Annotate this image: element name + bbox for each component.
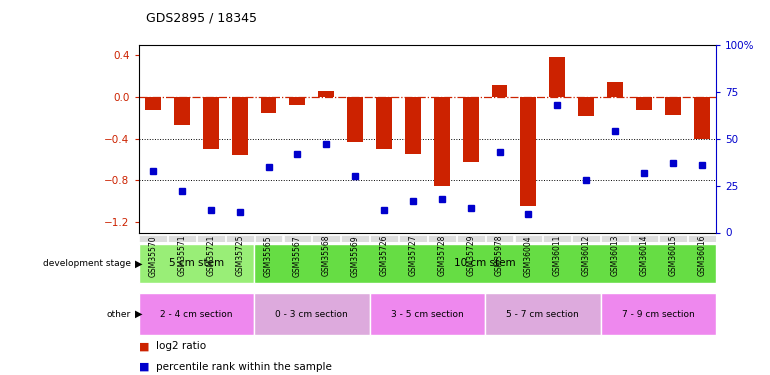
Text: GSM35569: GSM35569	[350, 235, 360, 277]
Bar	[260, 97, 276, 113]
Text: GSM36014: GSM36014	[639, 235, 648, 276]
FancyBboxPatch shape	[255, 235, 283, 242]
FancyBboxPatch shape	[313, 235, 340, 242]
FancyBboxPatch shape	[197, 235, 225, 242]
FancyBboxPatch shape	[283, 235, 311, 242]
Bar	[376, 97, 392, 149]
FancyBboxPatch shape	[601, 293, 716, 335]
FancyBboxPatch shape	[399, 235, 427, 242]
Bar	[463, 97, 479, 162]
Text: GSM36016: GSM36016	[697, 235, 706, 276]
Text: GSM36015: GSM36015	[668, 235, 678, 276]
FancyBboxPatch shape	[572, 235, 600, 242]
Bar	[694, 97, 710, 139]
Text: GSM35726: GSM35726	[380, 235, 389, 276]
FancyBboxPatch shape	[428, 235, 456, 242]
Text: GSM36013: GSM36013	[611, 235, 620, 276]
FancyBboxPatch shape	[486, 235, 514, 242]
FancyBboxPatch shape	[688, 235, 715, 242]
Text: 10 cm stem: 10 cm stem	[454, 258, 516, 268]
Text: GSM35727: GSM35727	[408, 235, 417, 276]
Text: GSM35725: GSM35725	[235, 235, 244, 276]
Bar	[578, 97, 594, 116]
Text: 3 - 5 cm section: 3 - 5 cm section	[391, 310, 464, 319]
Bar	[290, 97, 306, 105]
Bar	[145, 97, 161, 109]
Text: ■: ■	[139, 362, 149, 372]
Bar	[607, 82, 623, 97]
Text: GSM35567: GSM35567	[293, 235, 302, 277]
Text: GSM35565: GSM35565	[264, 235, 273, 277]
Text: ▶: ▶	[135, 258, 142, 268]
Bar	[521, 97, 537, 207]
Text: GSM35729: GSM35729	[466, 235, 475, 276]
Bar	[318, 91, 334, 97]
FancyBboxPatch shape	[601, 235, 629, 242]
Bar	[491, 85, 507, 97]
Text: GSM35728: GSM35728	[437, 235, 447, 276]
Text: percentile rank within the sample: percentile rank within the sample	[156, 362, 331, 372]
Bar	[636, 97, 652, 109]
FancyBboxPatch shape	[659, 235, 687, 242]
FancyBboxPatch shape	[370, 293, 485, 335]
FancyBboxPatch shape	[254, 293, 370, 335]
Text: GSM36011: GSM36011	[553, 235, 562, 276]
FancyBboxPatch shape	[370, 235, 398, 242]
FancyBboxPatch shape	[139, 244, 254, 283]
Text: development stage: development stage	[43, 259, 131, 268]
Text: GSM35571: GSM35571	[177, 235, 186, 276]
Bar	[405, 97, 421, 154]
FancyBboxPatch shape	[630, 235, 658, 242]
FancyBboxPatch shape	[254, 244, 716, 283]
Bar	[203, 97, 219, 149]
Bar	[232, 97, 248, 155]
Bar	[347, 97, 363, 142]
Bar	[549, 57, 565, 97]
Text: log2 ratio: log2 ratio	[156, 341, 206, 351]
Text: 0 - 3 cm section: 0 - 3 cm section	[276, 310, 348, 319]
FancyBboxPatch shape	[514, 235, 542, 242]
Text: 7 - 9 cm section: 7 - 9 cm section	[622, 310, 695, 319]
Bar	[174, 97, 190, 125]
Text: 5 - 7 cm section: 5 - 7 cm section	[507, 310, 579, 319]
FancyBboxPatch shape	[168, 235, 196, 242]
Text: 5 cm stem: 5 cm stem	[169, 258, 224, 268]
Bar	[665, 97, 681, 115]
FancyBboxPatch shape	[139, 235, 167, 242]
Text: other: other	[107, 310, 131, 319]
Text: GSM35568: GSM35568	[322, 235, 331, 276]
Text: ■: ■	[139, 341, 149, 351]
FancyBboxPatch shape	[544, 235, 571, 242]
Text: GDS2895 / 18345: GDS2895 / 18345	[146, 11, 257, 24]
FancyBboxPatch shape	[139, 293, 254, 335]
FancyBboxPatch shape	[226, 235, 253, 242]
Bar	[434, 97, 450, 186]
Text: GSM36012: GSM36012	[581, 235, 591, 276]
FancyBboxPatch shape	[341, 235, 369, 242]
Text: GSM35978: GSM35978	[495, 235, 504, 276]
Text: GSM36004: GSM36004	[524, 235, 533, 277]
FancyBboxPatch shape	[485, 293, 601, 335]
Text: 2 - 4 cm section: 2 - 4 cm section	[160, 310, 233, 319]
Text: GSM35721: GSM35721	[206, 235, 216, 276]
FancyBboxPatch shape	[457, 235, 484, 242]
Text: GSM35570: GSM35570	[149, 235, 158, 277]
Text: ▶: ▶	[135, 309, 142, 319]
